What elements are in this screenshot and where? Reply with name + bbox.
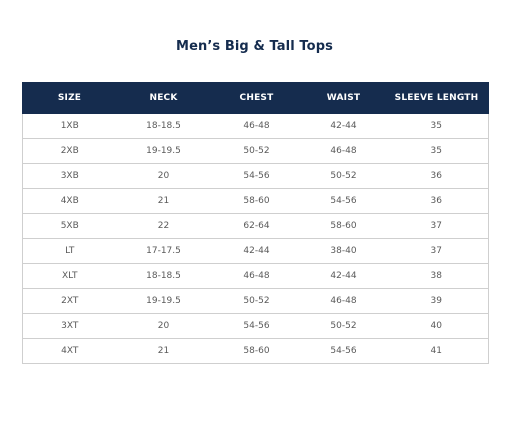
column-header-waist: WAIST bbox=[302, 82, 385, 114]
cell-neck: 20 bbox=[116, 163, 211, 189]
cell-sleeve-length: 36 bbox=[384, 188, 489, 214]
size-chart-table: SIZE NECK CHEST WAIST SLEEVE LENGTH 1XB 1… bbox=[22, 82, 489, 364]
cell-chest: 42-44 bbox=[210, 238, 303, 264]
cell-neck: 22 bbox=[116, 213, 211, 239]
cell-size: 2XB bbox=[22, 138, 117, 164]
cell-chest: 54-56 bbox=[210, 163, 303, 189]
table-row: 4XT 21 58-60 54-56 41 bbox=[22, 338, 489, 364]
cell-sleeve-length: 40 bbox=[384, 313, 489, 339]
table-header-row: SIZE NECK CHEST WAIST SLEEVE LENGTH bbox=[22, 82, 489, 114]
table-header: SIZE NECK CHEST WAIST SLEEVE LENGTH bbox=[22, 82, 489, 114]
table-row: 1XB 18-18.5 46-48 42-44 35 bbox=[22, 113, 489, 139]
cell-neck: 18-18.5 bbox=[116, 263, 211, 289]
cell-sleeve-length: 35 bbox=[384, 113, 489, 139]
cell-neck: 17-17.5 bbox=[116, 238, 211, 264]
cell-waist: 38-40 bbox=[302, 238, 385, 264]
cell-neck: 21 bbox=[116, 338, 211, 364]
column-header-sleeve-length: SLEEVE LENGTH bbox=[384, 82, 489, 114]
cell-sleeve-length: 37 bbox=[384, 238, 489, 264]
table-row: 4XB 21 58-60 54-56 36 bbox=[22, 188, 489, 214]
cell-waist: 46-48 bbox=[302, 288, 385, 314]
cell-chest: 46-48 bbox=[210, 113, 303, 139]
cell-sleeve-length: 36 bbox=[384, 163, 489, 189]
cell-waist: 50-52 bbox=[302, 163, 385, 189]
cell-waist: 54-56 bbox=[302, 338, 385, 364]
column-header-size: SIZE bbox=[22, 82, 117, 114]
cell-chest: 50-52 bbox=[210, 288, 303, 314]
cell-size: 1XB bbox=[22, 113, 117, 139]
cell-neck: 19-19.5 bbox=[116, 288, 211, 314]
column-header-neck: NECK bbox=[116, 82, 211, 114]
table-row: 3XB 20 54-56 50-52 36 bbox=[22, 163, 489, 189]
cell-size: 4XT bbox=[22, 338, 117, 364]
table-row: XLT 18-18.5 46-48 42-44 38 bbox=[22, 263, 489, 289]
cell-waist: 58-60 bbox=[302, 213, 385, 239]
cell-chest: 54-56 bbox=[210, 313, 303, 339]
cell-neck: 18-18.5 bbox=[116, 113, 211, 139]
cell-chest: 58-60 bbox=[210, 188, 303, 214]
cell-size: 5XB bbox=[22, 213, 117, 239]
cell-waist: 42-44 bbox=[302, 113, 385, 139]
cell-size: 3XT bbox=[22, 313, 117, 339]
table-row: 2XB 19-19.5 50-52 46-48 35 bbox=[22, 138, 489, 164]
cell-sleeve-length: 39 bbox=[384, 288, 489, 314]
cell-size: 2XT bbox=[22, 288, 117, 314]
cell-neck: 20 bbox=[116, 313, 211, 339]
cell-waist: 54-56 bbox=[302, 188, 385, 214]
page-title: Men’s Big & Tall Tops bbox=[176, 39, 333, 54]
cell-sleeve-length: 37 bbox=[384, 213, 489, 239]
table-row: 5XB 22 62-64 58-60 37 bbox=[22, 213, 489, 239]
cell-waist: 42-44 bbox=[302, 263, 385, 289]
cell-chest: 50-52 bbox=[210, 138, 303, 164]
cell-waist: 46-48 bbox=[302, 138, 385, 164]
table-row: LT 17-17.5 42-44 38-40 37 bbox=[22, 238, 489, 264]
cell-size: XLT bbox=[22, 263, 117, 289]
cell-chest: 58-60 bbox=[210, 338, 303, 364]
column-header-chest: CHEST bbox=[210, 82, 303, 114]
cell-waist: 50-52 bbox=[302, 313, 385, 339]
cell-neck: 19-19.5 bbox=[116, 138, 211, 164]
cell-sleeve-length: 35 bbox=[384, 138, 489, 164]
cell-size: 3XB bbox=[22, 163, 117, 189]
cell-sleeve-length: 41 bbox=[384, 338, 489, 364]
cell-size: LT bbox=[22, 238, 117, 264]
cell-chest: 62-64 bbox=[210, 213, 303, 239]
table-body: 1XB 18-18.5 46-48 42-44 35 2XB 19-19.5 50-52 46-… bbox=[22, 113, 489, 364]
cell-neck: 21 bbox=[116, 188, 211, 214]
cell-chest: 46-48 bbox=[210, 263, 303, 289]
table-row: 3XT 20 54-56 50-52 40 bbox=[22, 313, 489, 339]
cell-size: 4XB bbox=[22, 188, 117, 214]
cell-sleeve-length: 38 bbox=[384, 263, 489, 289]
table-row: 2XT 19-19.5 50-52 46-48 39 bbox=[22, 288, 489, 314]
